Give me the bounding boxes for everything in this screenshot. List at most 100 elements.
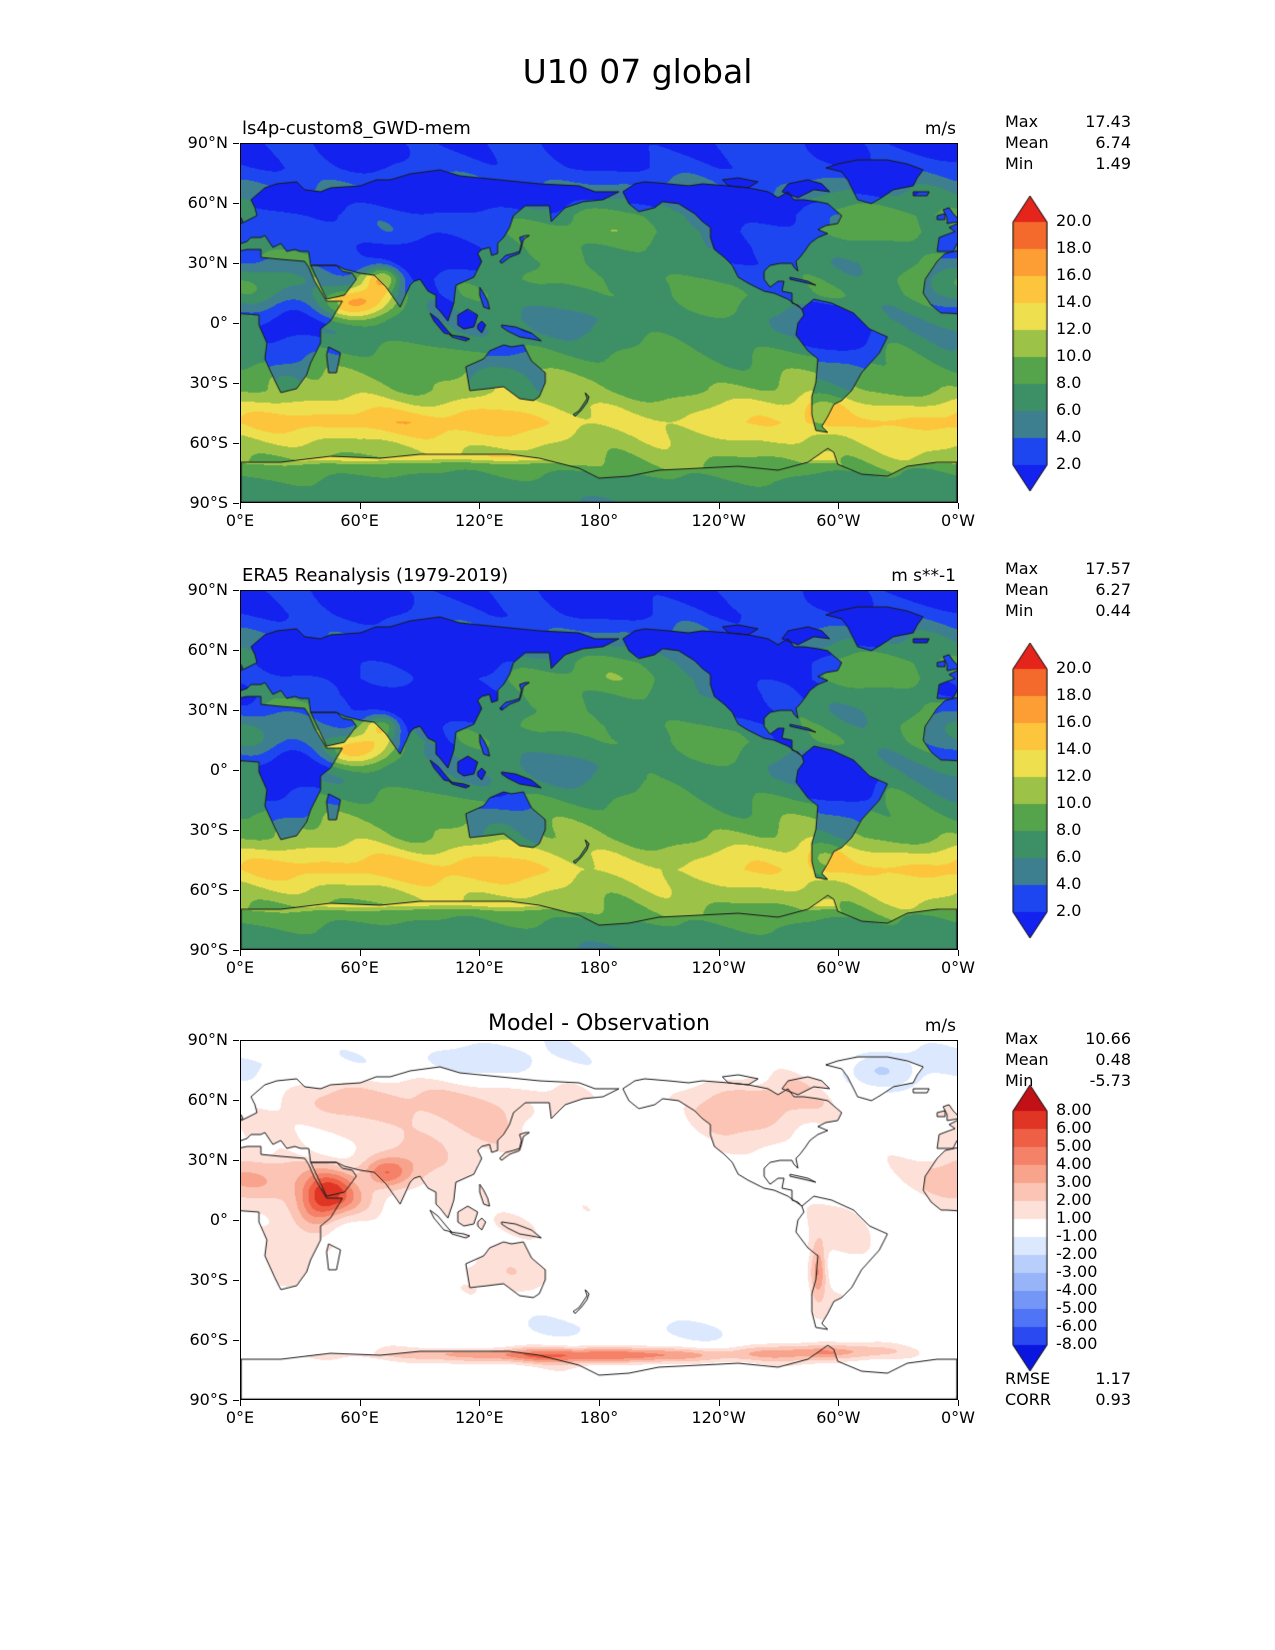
colorbar-tick-label: 4.00 bbox=[1056, 1154, 1092, 1173]
panel-diff-title: Model - Observation bbox=[488, 1011, 710, 1036]
colorbar-tick-label: 6.0 bbox=[1056, 847, 1082, 866]
skill-scores: RMSE 1.17 CORR 0.93 bbox=[1005, 1368, 1131, 1410]
stats-model: Max 17.43 Mean 6.74 Min 1.49 bbox=[1005, 111, 1131, 174]
x-tick-label: 60°W bbox=[816, 1408, 861, 1427]
colorbar-tick-label: 1.00 bbox=[1056, 1208, 1092, 1227]
colorbar-tick-label: 2.0 bbox=[1056, 454, 1082, 473]
x-tick-label: 120°W bbox=[691, 958, 746, 977]
panel-model-title: ls4p-custom8_GWD-mem bbox=[242, 118, 471, 139]
x-tick-label: 180° bbox=[579, 958, 619, 977]
stat-value: 6.27 bbox=[1095, 580, 1131, 599]
panel-era5: ERA5 Reanalysis (1979-2019) m s**-1 0°E 6… bbox=[0, 558, 1275, 1028]
colorbar-tick-label: 2.0 bbox=[1056, 901, 1082, 920]
x-tick-mark bbox=[599, 1400, 600, 1406]
panel-era5-header: ERA5 Reanalysis (1979-2019) m s**-1 bbox=[240, 560, 958, 586]
x-tick-label: 0°W bbox=[941, 1408, 975, 1427]
y-tick-label: 60°N bbox=[187, 193, 228, 212]
x-tick-mark bbox=[838, 503, 840, 509]
figure-title: U10 07 global bbox=[522, 52, 753, 91]
colorbar-era5: 20.0 18.0 16.0 14.0 12.0 10.0 8.0 6.0 4.0 2.0 bbox=[1012, 642, 1092, 939]
map-area-era5: 0°E 60°E 120°E 180° 120°W 60°W 0°W 90°N 60°N 30°N… bbox=[188, 580, 975, 977]
x-tick-mark bbox=[240, 1400, 241, 1406]
x-tick-label: 0°W bbox=[941, 958, 975, 977]
x-tick-mark bbox=[240, 503, 241, 509]
stat-row: Mean 6.74 bbox=[1005, 132, 1131, 153]
colorbar-tick-label: 14.0 bbox=[1056, 292, 1092, 311]
y-tick-mark bbox=[233, 1340, 239, 1341]
y-tick-mark bbox=[233, 1400, 239, 1401]
stat-label: CORR bbox=[1005, 1390, 1051, 1409]
map-canvas-diff bbox=[240, 1040, 958, 1400]
x-tick-mark bbox=[599, 503, 600, 509]
x-tick-label: 60°E bbox=[340, 1408, 379, 1427]
y-tick-mark bbox=[233, 1100, 239, 1101]
x-tick-label: 120°W bbox=[691, 511, 746, 530]
stat-label: Mean bbox=[1005, 1050, 1049, 1069]
colorbar-tick-label: 18.0 bbox=[1056, 685, 1092, 704]
y-tick-mark bbox=[233, 1220, 239, 1221]
colorbar-tick-label: 8.0 bbox=[1056, 373, 1082, 392]
x-tick-label: 120°E bbox=[455, 958, 504, 977]
stat-label: Max bbox=[1005, 559, 1039, 578]
stat-row: Max 10.66 bbox=[1005, 1028, 1131, 1049]
x-tick-mark bbox=[718, 950, 720, 956]
y-tick-label: 90°N bbox=[187, 580, 228, 599]
x-tick-mark bbox=[479, 950, 481, 956]
y-tick-mark bbox=[233, 323, 239, 324]
colorbar-tick-label: 16.0 bbox=[1056, 712, 1092, 731]
map-canvas-era5 bbox=[240, 590, 958, 950]
y-tick-label: 0° bbox=[209, 313, 228, 332]
map-area-model: 0°E 60°E 120°E 180° 120°W 60°W 0°W 90°N 60°N 30°N… bbox=[188, 133, 975, 530]
y-tick-label: 90°S bbox=[189, 1390, 228, 1409]
x-tick-label: 60°W bbox=[816, 511, 861, 530]
x-tick-mark bbox=[958, 950, 959, 956]
colorbar-tick-label: -4.00 bbox=[1056, 1280, 1098, 1299]
y-tick-label: 60°S bbox=[189, 1330, 228, 1349]
stat-value: 1.17 bbox=[1095, 1369, 1131, 1388]
colorbar-tick-label: 8.00 bbox=[1056, 1100, 1092, 1119]
colorbar-canvas bbox=[1012, 642, 1048, 939]
x-tick-mark bbox=[838, 1400, 840, 1406]
stat-label: Max bbox=[1005, 112, 1039, 131]
colorbar-tick-label: 6.0 bbox=[1056, 400, 1082, 419]
x-tick-label: 0°E bbox=[225, 958, 255, 977]
stat-value: -5.73 bbox=[1089, 1071, 1131, 1090]
stats-diff: Max 10.66 Mean 0.48 Min -5.73 bbox=[1005, 1028, 1131, 1091]
stat-row: Max 17.43 bbox=[1005, 111, 1131, 132]
stat-row: Min 0.44 bbox=[1005, 600, 1131, 621]
stat-label: Min bbox=[1005, 601, 1034, 620]
x-tick-mark bbox=[479, 1400, 481, 1406]
y-tick-label: 90°N bbox=[187, 1030, 228, 1049]
stat-row: Min 1.49 bbox=[1005, 153, 1131, 174]
x-tick-mark bbox=[718, 1400, 720, 1406]
y-tick-label: 90°S bbox=[189, 493, 228, 512]
stat-label: Min bbox=[1005, 154, 1034, 173]
y-tick-mark bbox=[233, 383, 239, 384]
colorbar-tick-label: -8.00 bbox=[1056, 1334, 1098, 1353]
stat-label: RMSE bbox=[1005, 1369, 1051, 1388]
x-tick-label: 60°E bbox=[340, 958, 379, 977]
x-tick-label: 120°W bbox=[691, 1408, 746, 1427]
stat-value: 6.74 bbox=[1095, 133, 1131, 152]
y-tick-mark bbox=[233, 650, 239, 651]
colorbar-tick-label: 12.0 bbox=[1056, 766, 1092, 785]
y-tick-mark bbox=[233, 1280, 239, 1281]
x-tick-label: 120°E bbox=[455, 1408, 504, 1427]
colorbar-tick-label: -2.00 bbox=[1056, 1244, 1098, 1263]
x-tick-mark bbox=[718, 503, 720, 509]
y-tick-mark bbox=[233, 143, 239, 144]
y-tick-label: 0° bbox=[209, 760, 228, 779]
y-tick-mark bbox=[233, 950, 239, 951]
map-canvas-model bbox=[240, 143, 958, 503]
stat-value: 0.93 bbox=[1095, 1390, 1131, 1409]
x-tick-label: 180° bbox=[579, 511, 619, 530]
colorbar-tick-label: -1.00 bbox=[1056, 1226, 1098, 1245]
colorbar-tick-label: 5.00 bbox=[1056, 1136, 1092, 1155]
panel-diff-header: Model - Observation m/s bbox=[240, 1010, 958, 1036]
x-tick-label: 180° bbox=[579, 1408, 619, 1427]
y-tick-mark bbox=[233, 203, 239, 204]
colorbar-tick-label: 18.0 bbox=[1056, 238, 1092, 257]
colorbar-tick-label: 12.0 bbox=[1056, 319, 1092, 338]
colorbar-tick-label: 20.0 bbox=[1056, 658, 1092, 677]
